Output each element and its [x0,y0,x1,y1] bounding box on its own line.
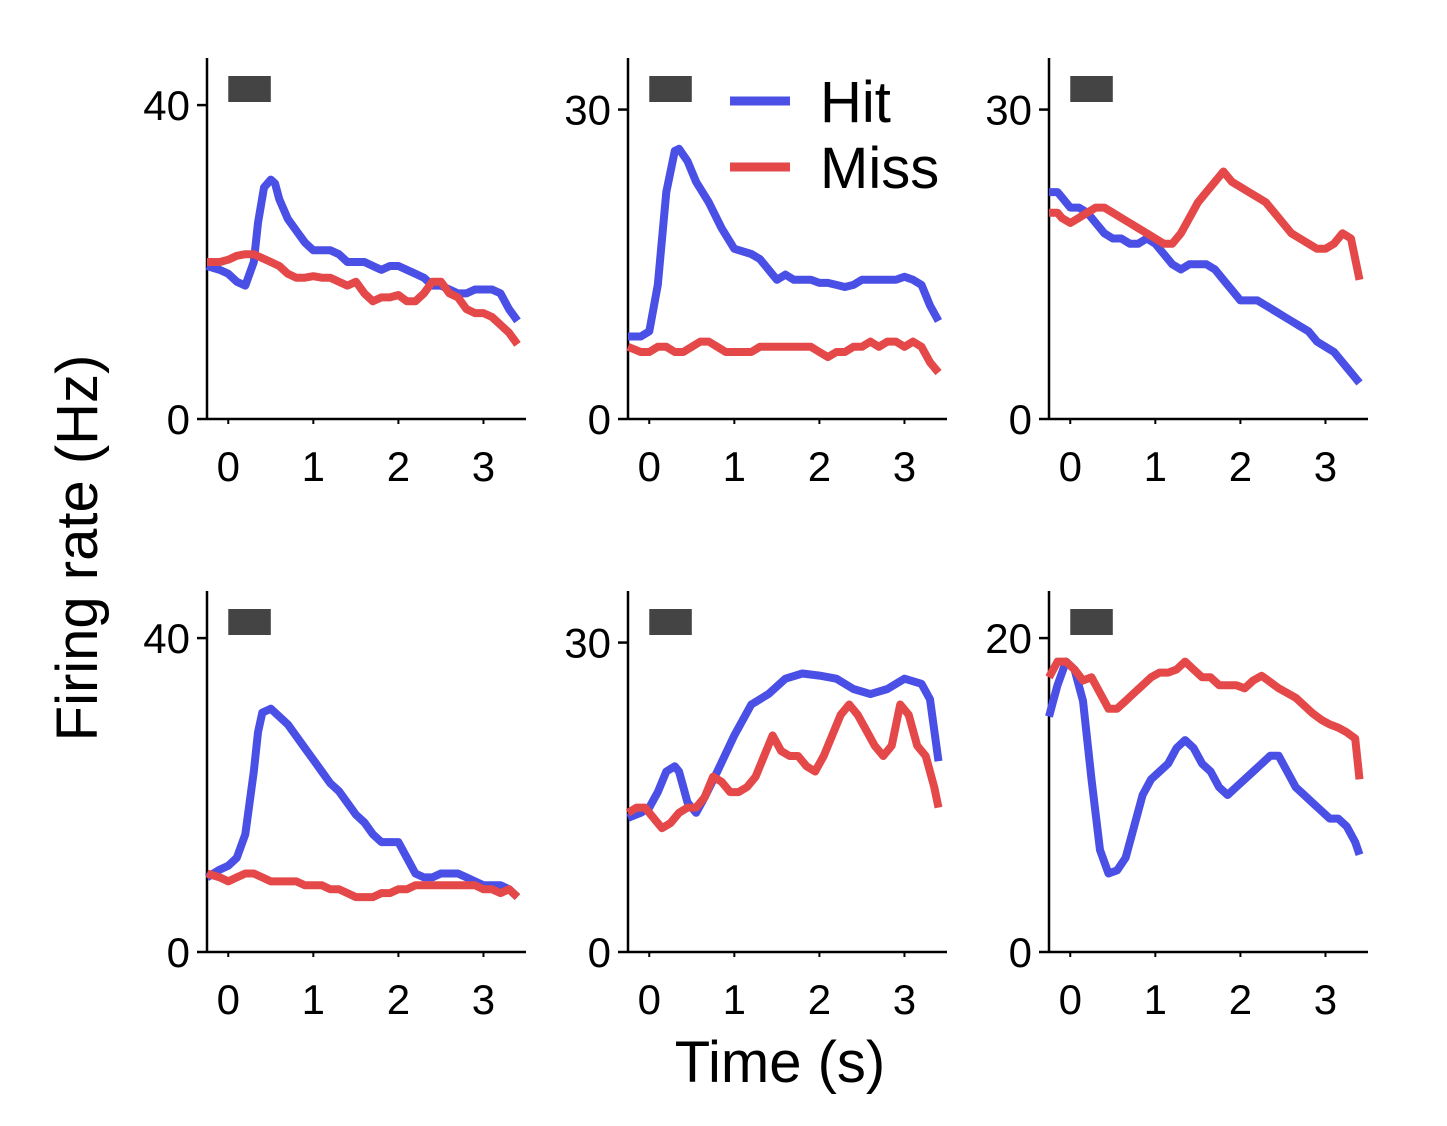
x-tick-label: 1 [723,443,746,490]
y-tick-label: 0 [588,929,611,976]
x-tick-label: 2 [387,443,410,490]
series-line-miss [1049,167,1364,281]
x-tick-label: 1 [1144,443,1167,490]
x-tick-label: 0 [1059,976,1082,1023]
series-line-hit [628,144,943,341]
stimulus-bar [1070,609,1113,635]
legend-label-hit: Hit [820,70,891,135]
x-tick-label: 1 [302,976,325,1023]
y-tick-label: 0 [588,396,611,443]
y-axis-title: Firing rate (Hz) [45,355,110,742]
x-tick-label: 3 [893,443,916,490]
x-tick-label: 3 [1314,976,1337,1023]
y-tick-label: 0 [1009,929,1032,976]
y-tick-label: 40 [143,82,190,129]
series-line-hit [205,175,521,324]
stimulus-bar [228,609,271,635]
legend-label-miss: Miss [820,136,939,201]
y-tick-label: 30 [985,87,1032,134]
y-tick-label: 30 [564,620,611,667]
x-tick-label: 3 [893,976,916,1023]
y-tick-label: 30 [564,87,611,134]
panel-6: 0 1 2 3 0 20 [985,591,1368,1023]
x-tick-label: 0 [217,976,240,1023]
x-tick-label: 3 [472,443,495,490]
x-tick-label: 1 [723,976,746,1023]
stimulus-bar [649,76,692,102]
series-line-hit [1045,657,1364,878]
stimulus-bar [228,76,271,102]
x-tick-label: 0 [1059,443,1082,490]
x-tick-label: 2 [387,976,410,1023]
y-tick-label: 0 [167,396,190,443]
x-tick-label: 1 [1144,976,1167,1023]
series-line-hit [204,704,521,901]
x-axis-title: Time (s) [675,1030,885,1095]
stimulus-bar [649,609,692,635]
series-line-miss [207,250,521,347]
series-line-miss [1045,657,1364,780]
legend: Hit Miss [730,70,939,201]
series-line-miss [626,337,942,376]
x-tick-label: 0 [638,443,661,490]
y-tick-label: 0 [167,929,190,976]
y-tick-label: 0 [1009,396,1032,443]
y-tick-label: 20 [985,615,1032,662]
series-line-miss [205,869,521,902]
x-tick-label: 2 [1229,443,1252,490]
x-tick-label: 2 [808,976,831,1023]
x-tick-label: 2 [1229,976,1252,1023]
x-tick-label: 3 [1314,443,1337,490]
stimulus-bar [1070,76,1113,102]
x-tick-label: 1 [302,443,325,490]
panel-1: 0 1 2 3 0 40 [143,58,526,490]
x-tick-label: 0 [638,976,661,1023]
x-tick-label: 3 [472,976,495,1023]
series-line-hit [626,669,943,822]
panel-4: 0 1 2 3 0 40 [143,591,526,1023]
x-tick-label: 2 [808,443,831,490]
series-line-miss [625,700,943,833]
y-tick-label: 40 [143,615,190,662]
series-line-hit [1049,188,1363,386]
x-tick-label: 0 [217,443,240,490]
